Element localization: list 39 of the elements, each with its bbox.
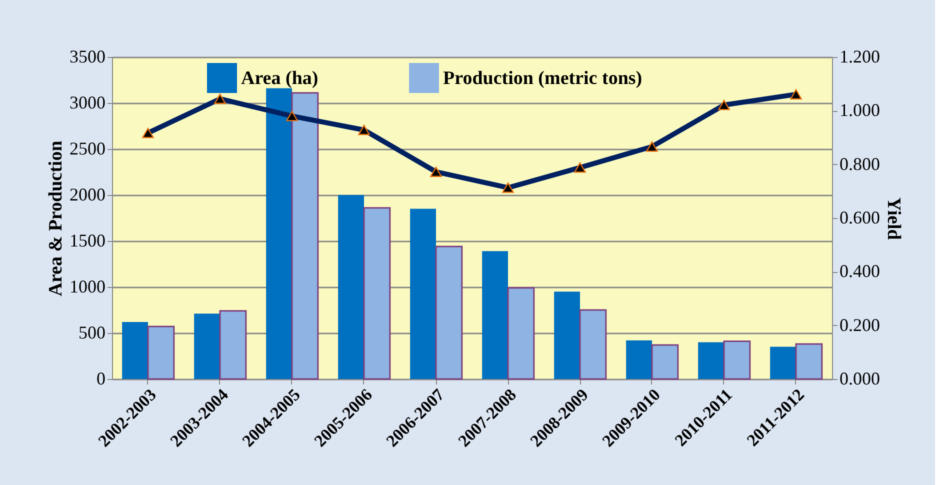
legend-label: Area (ha) bbox=[241, 68, 318, 89]
bar bbox=[795, 343, 823, 380]
bar bbox=[147, 326, 175, 380]
legend-label: Production (metric tons) bbox=[443, 68, 642, 89]
bar bbox=[219, 310, 247, 380]
y-tick-label: 1500 bbox=[70, 230, 106, 250]
y2-tick-label: 0.600 bbox=[840, 208, 880, 228]
bar bbox=[266, 88, 292, 379]
bar bbox=[651, 344, 679, 380]
y-axis-title: Area & Production bbox=[46, 140, 66, 296]
bar bbox=[723, 340, 751, 380]
y-tick-label: 1000 bbox=[70, 276, 106, 296]
bar bbox=[482, 251, 508, 379]
bar bbox=[338, 195, 364, 379]
bar bbox=[626, 340, 652, 379]
y2-axis-title: Yield bbox=[883, 197, 904, 240]
bar bbox=[698, 342, 724, 379]
bar bbox=[122, 322, 148, 379]
y2-tick-label: 0.800 bbox=[840, 154, 880, 174]
bar bbox=[363, 207, 391, 380]
y2-tick-label: 0.000 bbox=[840, 368, 880, 388]
y-tick-label: 0 bbox=[96, 368, 106, 388]
bar bbox=[291, 92, 319, 380]
bar bbox=[194, 314, 220, 379]
y-tick-label: 2000 bbox=[70, 184, 106, 204]
y2-tick-label: 0.400 bbox=[840, 261, 880, 282]
bar bbox=[507, 287, 535, 380]
y2-tick-label: 1.000 bbox=[840, 100, 880, 120]
y-tick-label: 2500 bbox=[70, 138, 106, 158]
y-tick-label: 3500 bbox=[70, 46, 106, 66]
bar bbox=[770, 346, 796, 379]
bar bbox=[579, 309, 607, 380]
bar bbox=[435, 246, 463, 380]
y2-tick-label: 1.200 bbox=[840, 46, 880, 66]
y-tick-label: 500 bbox=[78, 322, 106, 342]
bar bbox=[410, 208, 436, 379]
bar bbox=[554, 292, 580, 379]
y-tick-label: 3000 bbox=[70, 92, 106, 112]
y2-tick-label: 0.200 bbox=[840, 314, 880, 335]
